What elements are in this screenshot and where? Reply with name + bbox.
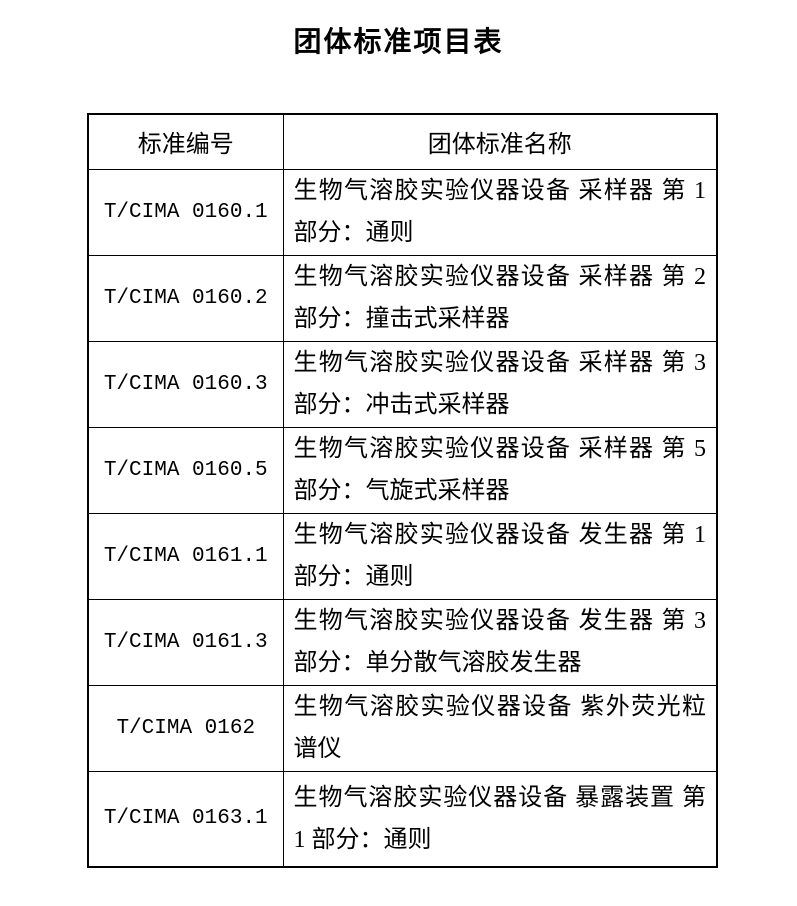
standard-name-cell: 生物气溶胶实验仪器设备 采样器 第 1 部分：通则 — [282, 168, 718, 256]
table-row: T/CIMA 0162 生物气溶胶实验仪器设备 紫外荧光粒谱仪 — [87, 684, 718, 772]
standard-code-cell: T/CIMA 0161.3 — [87, 598, 284, 686]
table-row: T/CIMA 0160.5 生物气溶胶实验仪器设备 采样器 第 5 部分：气旋式… — [87, 426, 718, 514]
standard-name-cell: 生物气溶胶实验仪器设备 采样器 第 3 部分：冲击式采样器 — [282, 340, 718, 428]
standard-name-cell: 生物气溶胶实验仪器设备 采样器 第 2 部分：撞击式采样器 — [282, 254, 718, 342]
standards-table: 标准编号 团体标准名称 T/CIMA 0160.1 生物气溶胶实验仪器设备 采样… — [87, 113, 718, 868]
table-row: T/CIMA 0160.1 生物气溶胶实验仪器设备 采样器 第 1 部分：通则 — [87, 168, 718, 256]
standard-code-cell: T/CIMA 0161.1 — [87, 512, 284, 600]
standard-code-cell: T/CIMA 0163.1 — [87, 770, 284, 868]
table-row: T/CIMA 0160.2 生物气溶胶实验仪器设备 采样器 第 2 部分：撞击式… — [87, 254, 718, 342]
standard-name-cell: 生物气溶胶实验仪器设备 紫外荧光粒谱仪 — [282, 684, 718, 772]
document-title: 团体标准项目表 — [293, 27, 504, 58]
column-header-standard-name: 团体标准名称 — [282, 113, 718, 170]
table-header-row: 标准编号 团体标准名称 — [87, 113, 718, 170]
table-row: T/CIMA 0163.1 生物气溶胶实验仪器设备 暴露装置 第 1 部分：通则 — [87, 770, 718, 868]
table-row: T/CIMA 0161.1 生物气溶胶实验仪器设备 发生器 第 1 部分：通则 — [87, 512, 718, 600]
standard-code-cell: T/CIMA 0162 — [87, 684, 284, 772]
standard-name-cell: 生物气溶胶实验仪器设备 暴露装置 第 1 部分：通则 — [282, 770, 718, 868]
column-header-standard-code: 标准编号 — [87, 113, 284, 170]
table-row: T/CIMA 0160.3 生物气溶胶实验仪器设备 采样器 第 3 部分：冲击式… — [87, 340, 718, 428]
standard-code-cell: T/CIMA 0160.3 — [87, 340, 284, 428]
standard-name-cell: 生物气溶胶实验仪器设备 采样器 第 5 部分：气旋式采样器 — [282, 426, 718, 514]
standard-code-cell: T/CIMA 0160.2 — [87, 254, 284, 342]
standard-name-cell: 生物气溶胶实验仪器设备 发生器 第 1 部分：通则 — [282, 512, 718, 600]
standard-name-cell: 生物气溶胶实验仪器设备 发生器 第 3 部分：单分散气溶胶发生器 — [282, 598, 718, 686]
standard-code-cell: T/CIMA 0160.1 — [87, 168, 284, 256]
standard-code-cell: T/CIMA 0160.5 — [87, 426, 284, 514]
table-row: T/CIMA 0161.3 生物气溶胶实验仪器设备 发生器 第 3 部分：单分散… — [87, 598, 718, 686]
